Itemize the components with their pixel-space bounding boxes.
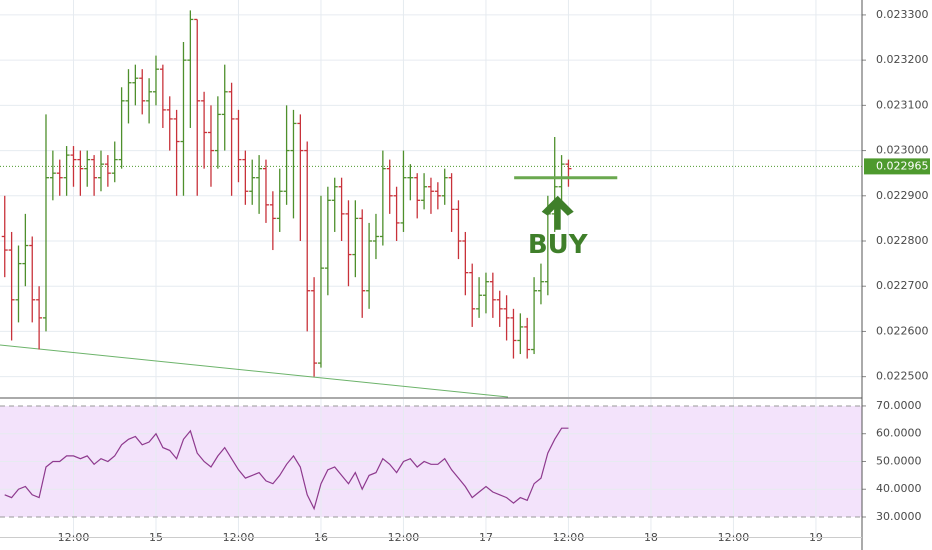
buy-arrow — [541, 195, 574, 230]
y-tick-label: 0.022800 — [876, 234, 929, 247]
rsi-tick-label: 60.0000 — [876, 427, 922, 440]
buy-label: BUY — [528, 230, 589, 260]
y-tick-label: 0.022500 — [876, 370, 929, 383]
trendline — [0, 344, 509, 398]
last-price-box — [864, 158, 930, 175]
rsi-tick-label: 50.0000 — [876, 454, 922, 467]
y-tick-label: 0.023100 — [876, 98, 929, 111]
y-tick-label: 0.023300 — [876, 8, 929, 21]
y-tick-label: 0.023000 — [876, 144, 929, 157]
rsi-tick-label: 40.0000 — [876, 482, 922, 495]
y-tick-label: 0.022600 — [876, 324, 929, 337]
rsi-tick-label: 70.0000 — [876, 399, 922, 412]
y-tick-label: 0.022900 — [876, 189, 929, 202]
rsi-tick-label: 30.0000 — [876, 510, 922, 523]
y-tick-label: 0.022700 — [876, 279, 929, 292]
last-price-label: 0.022965 — [876, 159, 929, 172]
y-tick-label: 0.023200 — [876, 53, 929, 66]
rsi-line — [4, 427, 569, 511]
